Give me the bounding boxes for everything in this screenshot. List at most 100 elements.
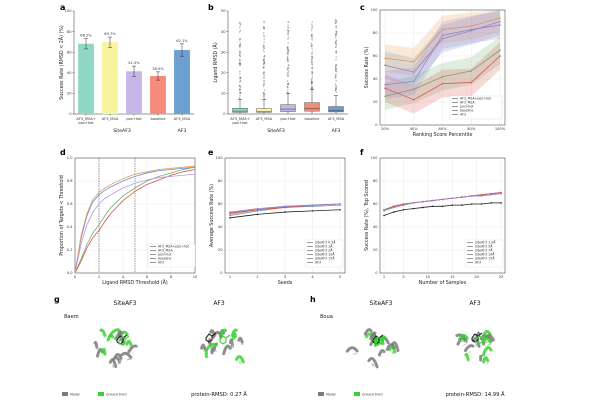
y-tick-label: 40	[373, 225, 378, 229]
data-point	[451, 204, 454, 206]
y-tick-label: 50	[221, 9, 226, 13]
protein-strand	[126, 358, 133, 361]
confidence-band	[385, 42, 500, 114]
series-line	[383, 193, 501, 212]
bar	[126, 71, 142, 114]
outlier-point	[311, 36, 314, 38]
protein-strand	[475, 342, 479, 348]
data-point	[431, 199, 434, 202]
protein-strand	[240, 343, 245, 346]
outlier-point	[287, 67, 289, 69]
panel-letter: e	[208, 148, 214, 157]
outlier-point	[335, 69, 337, 72]
group-label: SiteAF3	[113, 128, 131, 134]
x-tick-label: AF3_MSA	[102, 117, 119, 121]
protein-strand	[215, 349, 218, 353]
protein-ribbon	[228, 338, 234, 348]
protein-ribbon	[108, 358, 118, 369]
outlier-point	[263, 76, 265, 78]
x-tick-label: baseline	[150, 117, 166, 121]
y-axis-label: Ligand RMSD (Å)	[212, 42, 219, 82]
outlier-point	[286, 52, 289, 55]
protein-ribbon	[377, 349, 386, 357]
y-axis-label: Average Success Rate (%)	[209, 184, 215, 247]
y-axis-label: Proportion of Targets < Threshold	[59, 175, 65, 255]
x-axis-label: Ligand RMSD Threshold (Å)	[102, 279, 168, 286]
series-line	[383, 193, 502, 211]
outlier-point	[287, 50, 290, 52]
y-axis-label: Success Rate (%), Top Scored	[364, 180, 370, 251]
outlier-point	[262, 45, 265, 48]
outlier-point	[335, 27, 337, 29]
legend-swatch-ground-truth	[354, 392, 360, 396]
outlier-point	[238, 92, 241, 94]
legend-ground-truth: Ground truth	[362, 393, 383, 397]
outlier-point	[334, 65, 337, 68]
outlier-point	[287, 60, 289, 63]
data-point	[384, 83, 386, 86]
outlier-point	[263, 50, 265, 53]
series-line	[383, 192, 502, 211]
outlier-point	[239, 80, 242, 82]
outlier-point	[310, 42, 313, 45]
y-tick-label: 30	[221, 50, 226, 54]
outlier-point	[310, 29, 313, 32]
box	[304, 102, 320, 112]
confidence-band	[385, 11, 500, 99]
outlier-point	[335, 59, 337, 61]
outlier-point	[311, 44, 313, 47]
outlier-point	[311, 72, 313, 75]
protein-ribbon	[220, 328, 228, 337]
outlier-point	[311, 52, 313, 54]
data-point	[383, 214, 385, 217]
y-tick-label: 80	[218, 179, 223, 183]
outlier-point	[239, 42, 241, 44]
outlier-point	[262, 72, 265, 74]
x-tick-label: 10	[193, 275, 198, 279]
protein-ribbon	[113, 353, 123, 360]
data-point	[383, 208, 385, 211]
legend-entry: AF3_MSA	[158, 249, 173, 253]
outlier-point	[335, 40, 338, 42]
protein-ribbon	[120, 351, 133, 359]
outlier-point	[311, 82, 313, 84]
confidence-band	[385, 36, 500, 111]
data-point	[311, 204, 314, 206]
protein-strand	[99, 353, 105, 358]
protein-strand	[486, 343, 493, 346]
legend-entry: baseline	[158, 257, 171, 261]
protein-strand	[234, 338, 238, 342]
outlier-point	[311, 56, 313, 58]
x-axis-label: Seeds	[278, 280, 293, 286]
data-point	[412, 202, 415, 204]
outlier-point	[310, 45, 313, 48]
protein-ribbon	[125, 339, 133, 347]
data-point	[470, 195, 473, 197]
protein-ribbon	[96, 347, 104, 358]
protein-strand	[117, 338, 122, 341]
data-point	[441, 82, 444, 85]
outlier-point	[263, 71, 265, 73]
y-tick-label: 40	[373, 77, 378, 81]
x-tick-label: AF3_MSA	[174, 117, 191, 121]
outlier-point	[263, 80, 265, 82]
x-tick-label: 10	[426, 275, 431, 279]
plot-frame	[224, 157, 346, 274]
outlier-point	[263, 62, 265, 64]
protein-ribbon	[205, 342, 218, 351]
outlier-point	[287, 34, 289, 36]
data-point	[470, 29, 473, 32]
data-point	[311, 205, 314, 208]
outlier-point	[238, 96, 241, 99]
panel-letter: h	[310, 295, 316, 304]
outlier-point	[310, 35, 313, 37]
data-point	[499, 20, 501, 23]
protein-strand	[390, 349, 397, 353]
outlier-point	[239, 55, 242, 58]
outlier-point	[263, 21, 265, 24]
protein-strand	[466, 359, 471, 362]
outlier-point	[239, 76, 242, 78]
protein-strand	[463, 340, 470, 343]
x-tick-label: 40%	[410, 127, 419, 131]
